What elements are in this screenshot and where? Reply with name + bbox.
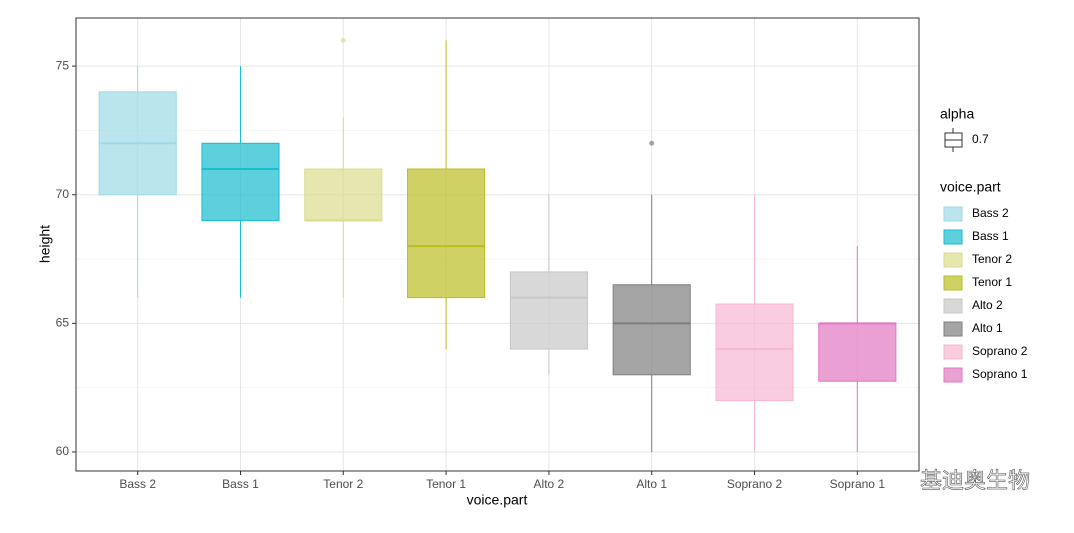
box-group (612, 140, 691, 452)
x-tick-label: Bass 2 (119, 477, 156, 491)
legend-key (943, 229, 963, 245)
y-tick-label: 70 (56, 187, 70, 201)
x-tick-label: Soprano 1 (830, 477, 886, 491)
box-group (509, 194, 588, 375)
box (818, 322, 897, 382)
box (407, 168, 486, 299)
box-group (98, 66, 177, 298)
legend-title: voice.part (940, 179, 1001, 195)
x-tick-label: Bass 1 (222, 477, 259, 491)
legend-label: Soprano 1 (972, 367, 1028, 381)
watermark: 基迪奥生物 (920, 468, 1030, 493)
box-group (818, 246, 897, 452)
legend-label: Bass 1 (972, 229, 1009, 243)
legend-key (943, 206, 963, 222)
y-axis-label: height (37, 225, 53, 263)
box-group (304, 37, 383, 298)
x-tick-label: Tenor 2 (323, 477, 363, 491)
outlier (340, 37, 346, 43)
legend-label: Tenor 1 (972, 275, 1012, 289)
legend-key (943, 321, 963, 337)
y-tick-label: 75 (56, 58, 70, 72)
legend-label: Bass 2 (972, 206, 1009, 220)
legend-key (943, 367, 963, 383)
box (509, 271, 588, 350)
x-tick-label: Alto 1 (636, 477, 667, 491)
legend-key (943, 298, 963, 314)
legend-label: Tenor 2 (972, 252, 1012, 266)
outlier (649, 140, 655, 146)
box (612, 284, 691, 376)
x-tick-label: Tenor 1 (426, 477, 466, 491)
x-axis-label: voice.part (467, 492, 528, 508)
alpha-legend-label: 0.7 (972, 132, 989, 146)
alpha-legend-title: alpha (940, 106, 974, 122)
y-tick-label: 65 (56, 316, 70, 330)
box-group (715, 194, 794, 452)
box (715, 303, 794, 402)
plot-area (76, 18, 919, 471)
box-group (201, 66, 280, 298)
box (304, 168, 383, 221)
box-group (407, 40, 486, 350)
plot-border (75, 17, 920, 472)
x-tick-label: Alto 2 (534, 477, 565, 491)
legend-label: Soprano 2 (972, 344, 1028, 358)
box (201, 142, 280, 221)
legend-key (943, 252, 963, 268)
legend-label: Alto 1 (972, 321, 1003, 335)
legend-key (943, 275, 963, 291)
x-tick-label: Soprano 2 (727, 477, 783, 491)
y-tick-label: 60 (56, 444, 70, 458)
legend-key (943, 344, 963, 360)
legend-label: Alto 2 (972, 298, 1003, 312)
